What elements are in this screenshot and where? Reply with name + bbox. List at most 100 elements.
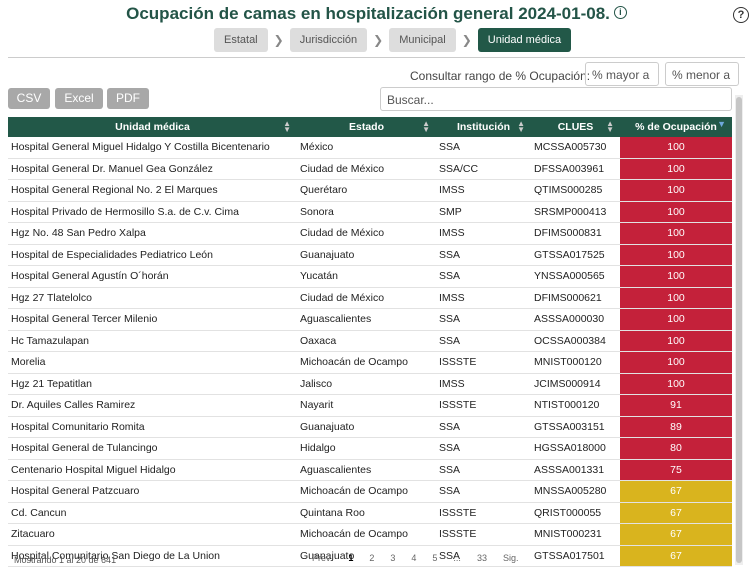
header-row: Unidad médica ▲ ▼ Estado ▲ ▼ Institución ▲ ▼ CLUE…	[8, 117, 732, 137]
crumb[interactable]: Unidad médica	[477, 28, 572, 52]
table-cell: Yucatán	[297, 265, 436, 288]
column-header[interactable]: Unidad médica ▲ ▼	[8, 117, 297, 137]
title-text: Ocupación de camas en hospitalización ge…	[126, 4, 610, 23]
table-cell: QTIMS000285	[531, 179, 620, 202]
crumb-separator: ❯	[461, 33, 472, 47]
table-cell: Hgz 21 Tepatitlan	[8, 373, 297, 395]
occupancy-cell: 100	[620, 137, 732, 159]
table-cell: Hospital General de Tulancingo	[8, 437, 297, 460]
table-cell: Quintana Roo	[297, 502, 436, 524]
help-icon[interactable]: ?	[733, 7, 749, 23]
max-input[interactable]: % menor a	[665, 62, 739, 86]
table-row: Hospital Comunitario Romita Guanajuato SSA…	[8, 416, 732, 438]
table-cell: DFSSA003961	[531, 158, 620, 180]
column-header[interactable]: % de Ocupación ▼	[620, 117, 732, 137]
table-cell: Dr. Aquiles Calles Ramirez	[8, 394, 297, 417]
occupancy-cell: 100	[620, 244, 732, 266]
export-button[interactable]: PDF	[107, 88, 149, 109]
table-cell: YNSSA000565	[531, 265, 620, 288]
table-cell: SSA	[436, 416, 531, 438]
table-row: Centenario Hospital Miguel Hidalgo Aguasc…	[8, 459, 732, 481]
table-cell: IMSS	[436, 222, 531, 245]
table-cell: Hgz 27 Tlatelolco	[8, 287, 297, 309]
occupancy-cell: 100	[620, 179, 732, 202]
table-cell: HGSSA018000	[531, 437, 620, 460]
table-cell: ISSSTE	[436, 523, 531, 546]
title: Ocupación de camas en hospitalización ge…	[0, 4, 753, 24]
divider	[8, 57, 745, 58]
page-link[interactable]: Prev.	[312, 553, 333, 563]
table-cell: Nayarit	[297, 394, 436, 417]
table-row: Hospital General Tercer Milenio Aguascali…	[8, 308, 732, 331]
table-row: Hospital General Patzcuaro Michoacán de O…	[8, 480, 732, 503]
crumb[interactable]: Estatal	[214, 28, 268, 52]
table-row: Hospital General Miguel Hidalgo Y Costil…	[8, 137, 732, 159]
table-row: Hgz No. 48 San Pedro Xalpa Ciudad de Méxi…	[8, 222, 732, 245]
table-row: Hospital General Dr. Manuel Gea González…	[8, 158, 732, 180]
table-cell: DFIMS000621	[531, 287, 620, 309]
page-link[interactable]: 1	[348, 553, 354, 563]
occupancy-cell: 67	[620, 502, 732, 524]
table-cell: Hc Tamazulapan	[8, 330, 297, 352]
table-cell: SSA	[436, 437, 531, 460]
page-link[interactable]: 5	[432, 553, 438, 563]
table-cell: ASSSA001331	[531, 459, 620, 481]
occupancy-cell: 75	[620, 459, 732, 481]
table-cell: IMSS	[436, 179, 531, 202]
sort-icon: ▲ ▼	[283, 119, 291, 134]
pagination: Prev. 1 2 3 4 5... 33 Sig.	[312, 553, 534, 563]
table-cell: MNIST000231	[531, 523, 620, 546]
footer-info: Mostrando 1 al 20 de 641	[14, 555, 117, 565]
table-cell: Centenario Hospital Miguel Hidalgo	[8, 459, 297, 481]
table-cell: Michoacán de Ocampo	[297, 480, 436, 503]
table-cell: Hospital de Especialidades Pediatrico Le…	[8, 244, 297, 266]
table-cell: SSA	[436, 330, 531, 352]
crumb-separator: ❯	[273, 33, 284, 47]
page-link[interactable]: 3	[390, 553, 396, 563]
crumb[interactable]: Jurisdicción	[289, 28, 368, 52]
occupancy-cell: 100	[620, 351, 732, 374]
occupancy-cell: 100	[620, 287, 732, 309]
table-cell: SSA/CC	[436, 158, 531, 180]
table-cell: Oaxaca	[297, 330, 436, 352]
column-title: Unidad médica	[115, 121, 190, 133]
table-row: Hospital General Agustín O´horán Yucatán S…	[8, 265, 732, 288]
table-cell: IMSS	[436, 287, 531, 309]
table-cell: SSA	[436, 480, 531, 503]
table-cell: ISSSTE	[436, 502, 531, 524]
export-button[interactable]: CSV	[8, 88, 50, 109]
table-row: Hospital de Especialidades Pediatrico Le…	[8, 244, 732, 266]
occupancy-cell: 89	[620, 416, 732, 438]
table-cell: GTSSA017501	[531, 545, 620, 567]
column-header[interactable]: CLUES ▲ ▼	[531, 117, 620, 137]
table-cell: Hospital Privado de Hermosillo S.a. de C…	[8, 201, 297, 223]
min-input[interactable]: % mayor a	[585, 62, 659, 86]
table-cell: Guanajuato	[297, 416, 436, 438]
occupancy-cell: 100	[620, 158, 732, 180]
table-cell: MNSSA005280	[531, 480, 620, 503]
page-link[interactable]: Sig.	[502, 553, 519, 563]
page-link[interactable]: 33	[476, 553, 487, 563]
page-link[interactable]: 4	[411, 553, 417, 563]
table-cell: ISSSTE	[436, 351, 531, 374]
column-header[interactable]: Institución ▲ ▼	[436, 117, 531, 137]
page-link[interactable]: 2	[369, 553, 375, 563]
table-row: Dr. Aquiles Calles Ramirez Nayarit ISSSTE N…	[8, 394, 732, 417]
info-icon[interactable]: i	[613, 6, 627, 19]
table-cell: ASSSA000030	[531, 308, 620, 331]
crumb[interactable]: Municipal	[389, 28, 456, 52]
column-title: CLUES	[557, 121, 594, 133]
table-cell: GTSSA017525	[531, 244, 620, 266]
table-cell: Hgz No. 48 San Pedro Xalpa	[8, 222, 297, 245]
column-header[interactable]: Estado ▲ ▼	[297, 117, 436, 137]
table-cell: QRIST000055	[531, 502, 620, 524]
crumb-separator: ❯	[373, 33, 384, 47]
table-cell: Ciudad de México	[297, 158, 436, 180]
table-row: Hospital General Regional No. 2 El Marqu…	[8, 179, 732, 202]
search-input[interactable]: Buscar...	[380, 87, 732, 111]
scroll-thumb[interactable]	[736, 97, 742, 563]
occupancy-cell: 67	[620, 523, 732, 546]
table-cell: Querétaro	[297, 179, 436, 202]
page-link[interactable]: ...	[453, 553, 461, 563]
export-button[interactable]: Excel	[55, 88, 103, 109]
